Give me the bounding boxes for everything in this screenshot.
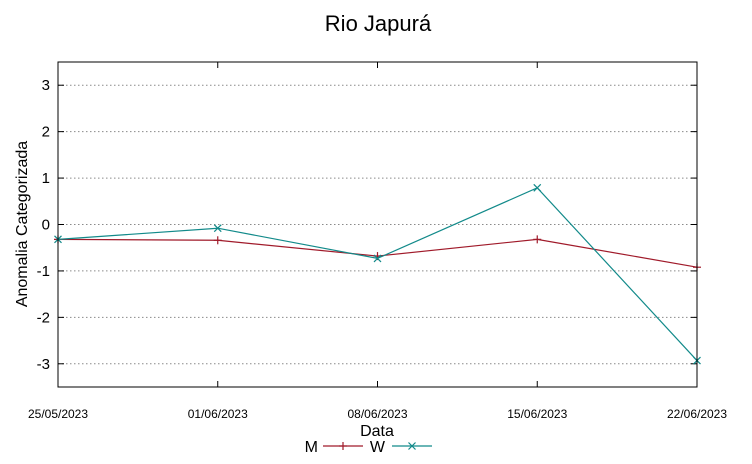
data-point-w bbox=[533, 183, 542, 192]
legend-label-m: M bbox=[305, 439, 318, 456]
data-point-w bbox=[373, 254, 382, 263]
x-axis-label: Data bbox=[360, 423, 394, 440]
y-tick-label: -2 bbox=[37, 309, 50, 326]
chart-title: Rio Japurá bbox=[325, 11, 432, 36]
x-axis-ticks: 25/05/2023 01/06/2023 08/06/2023 15/06/2023… bbox=[28, 62, 727, 421]
series-layer bbox=[54, 183, 701, 365]
x-tick-label: 15/06/2023 bbox=[507, 407, 567, 421]
y-axis-ticks: 3 2 1 0 -1 -2 -3 bbox=[37, 77, 697, 373]
legend-marker-m bbox=[339, 442, 347, 450]
x-tick-label: 25/05/2023 bbox=[28, 407, 88, 421]
y-tick-label: -3 bbox=[37, 356, 50, 373]
y-tick-label: 2 bbox=[42, 124, 50, 141]
y-tick-label: 1 bbox=[42, 170, 50, 187]
y-tick-label: 3 bbox=[42, 77, 50, 94]
y-axis-label: Anomalia Categorizada bbox=[14, 141, 31, 307]
x-tick-label: 08/06/2023 bbox=[347, 407, 407, 421]
plot-frame bbox=[57, 61, 698, 388]
x-tick-label: 01/06/2023 bbox=[188, 407, 248, 421]
grid-layer bbox=[58, 84, 697, 365]
series-line-w bbox=[57, 187, 698, 361]
y-tick-label: 0 bbox=[42, 217, 50, 234]
data-point-m bbox=[213, 236, 222, 245]
data-point-m bbox=[533, 235, 542, 244]
legend-marker-w bbox=[408, 442, 416, 450]
y-tick-label: -1 bbox=[37, 263, 50, 280]
legend-label-w: W bbox=[370, 439, 386, 456]
data-point-w bbox=[213, 224, 222, 233]
x-tick-label: 22/06/2023 bbox=[667, 407, 727, 421]
